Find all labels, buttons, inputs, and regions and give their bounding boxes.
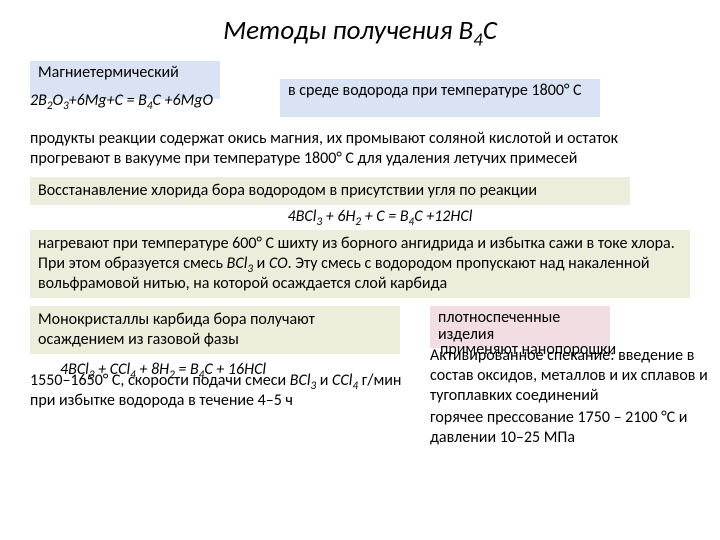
- method2-equation: 4BCl3 + 6H2 + C = B4C +12HCl: [30, 207, 690, 226]
- method4-note2: Активированное спекание: введение в сост…: [430, 346, 710, 406]
- method4-note3: горячее прессование 1750 – 2100 °С и дав…: [430, 408, 710, 448]
- method1-details: продукты реакции содержат окись магния, …: [30, 129, 690, 169]
- slide: Методы получения B4C Магниетермический 2…: [0, 0, 720, 540]
- slide-title: Методы получения B4C: [30, 14, 690, 47]
- method1-env-label: в среде водорода при температуре 1800° С: [280, 79, 600, 117]
- method2-label: Восстанавление хлорида бора водородом в …: [30, 177, 630, 205]
- method3-label: Монокристаллы карбида бора получают осаж…: [30, 306, 400, 354]
- method3-details: 1550–1650° С, скорости подачи смеси BCl3…: [30, 371, 420, 411]
- method2-details: нагревают при температуре 600° С шихту и…: [30, 230, 690, 298]
